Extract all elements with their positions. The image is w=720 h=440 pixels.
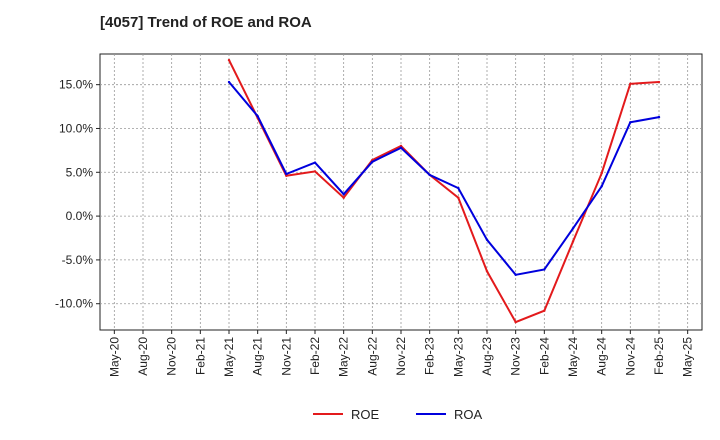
x-tick-label: May-25 [681, 337, 695, 377]
x-tick-label: Nov-22 [394, 337, 408, 376]
y-tick-label: -10.0% [55, 297, 93, 311]
roe-point [600, 171, 603, 175]
roe-point [285, 174, 288, 177]
legend-label-roe: ROE [351, 407, 380, 422]
y-tick-label: -5.0% [62, 253, 94, 267]
x-tick-label: Aug-20 [136, 337, 150, 376]
x-tick-label: Feb-24 [537, 337, 551, 375]
roa-point [399, 146, 403, 149]
grid-layer [100, 54, 702, 330]
chart-title: [4057] Trend of ROE and ROA [100, 14, 312, 31]
x-tick-label: Aug-21 [251, 337, 265, 376]
roa-point [428, 173, 431, 177]
roa-point [457, 186, 460, 190]
x-tick-label: Aug-24 [595, 337, 609, 376]
y-tick-label: 0.0% [66, 209, 94, 223]
y-tick-label: 10.0% [59, 121, 93, 135]
roa-point [657, 115, 661, 119]
roe-point [457, 196, 460, 199]
x-axis: May-20 Aug-20 Nov-20 Feb-21 May-21 Aug-21 Nov-… [107, 330, 695, 377]
legend-label-roa: ROA [454, 407, 483, 422]
x-tick-label: May-24 [566, 337, 580, 377]
x-tick-label: Feb-22 [308, 337, 322, 375]
roe-point [227, 58, 231, 62]
roa-line [228, 81, 660, 276]
roe-point [629, 82, 632, 85]
roe-point [571, 240, 575, 243]
roa-point [285, 172, 288, 176]
x-tick-label: Aug-23 [480, 337, 494, 376]
roe-point [399, 144, 403, 148]
roe-point [313, 170, 317, 173]
x-tick-label: May-22 [337, 337, 351, 377]
roa-point [313, 161, 317, 164]
roa-point [485, 238, 489, 241]
x-tick-label: Feb-25 [652, 337, 666, 375]
roe-point [543, 309, 546, 312]
roe-point [514, 320, 517, 324]
x-tick-label: Aug-22 [365, 337, 379, 376]
roa-point [629, 121, 632, 124]
roe-point [485, 270, 489, 273]
x-tick-label: Nov-21 [279, 337, 293, 376]
roa-point [571, 227, 575, 230]
roa-point [227, 80, 231, 84]
x-tick-label: May-21 [222, 337, 236, 377]
roa-point [342, 192, 345, 196]
y-axis: 15.0% 10.0% 5.0% 0.0% -5.0% -10.0% [55, 78, 100, 311]
y-tick-label: 5.0% [66, 165, 94, 179]
x-tick-label: Feb-23 [423, 337, 437, 375]
x-tick-label: Nov-23 [509, 337, 523, 376]
y-tick-label: 15.0% [59, 78, 93, 92]
x-tick-label: Feb-21 [193, 337, 207, 375]
series-layer [227, 58, 661, 324]
x-tick-label: May-20 [107, 337, 121, 377]
roa-point [514, 273, 517, 276]
roe-point [657, 80, 661, 84]
roa-point [543, 268, 546, 271]
x-tick-label: Nov-24 [623, 337, 637, 376]
x-tick-label: Nov-20 [165, 337, 179, 376]
roa-point [600, 185, 603, 188]
roa-point [256, 115, 259, 118]
legend: ROE ROA [313, 407, 483, 422]
x-tick-label: May-23 [451, 337, 465, 377]
roa-point [371, 160, 374, 163]
roe-point [342, 196, 345, 199]
